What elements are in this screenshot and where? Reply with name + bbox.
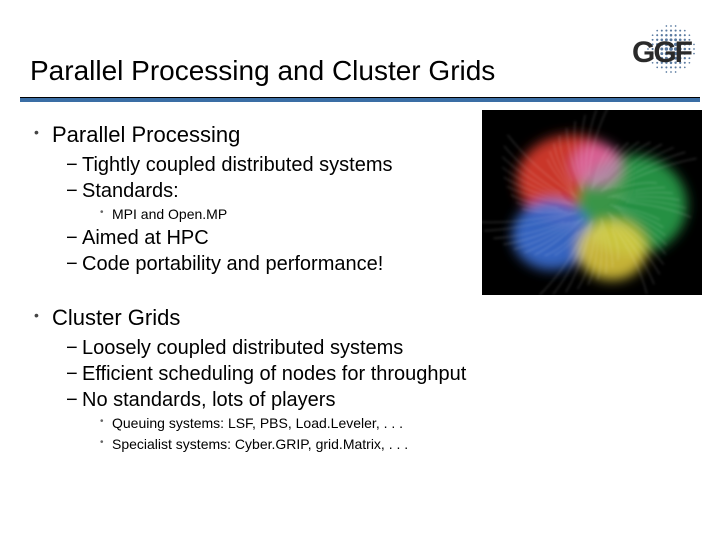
bullet-cluster-grids: Cluster Grids <box>30 305 690 331</box>
bullet-text: Cluster Grids <box>52 305 180 330</box>
sub-sub-bullet-text: MPI and Open.MP <box>112 206 227 222</box>
sub-bullet-text: Loosely coupled distributed systems <box>82 337 403 359</box>
sub-bullet: Standards: <box>30 178 690 204</box>
bullet-text: Parallel Processing <box>52 122 240 147</box>
sub-bullet-text: Code portability and performance! <box>82 253 383 275</box>
sub-bullet-text: No standards, lots of players <box>82 389 335 411</box>
sub-bullet: Loosely coupled distributed systems <box>30 335 690 361</box>
ggf-logo: GGF <box>630 20 700 80</box>
sub-bullet-text: Standards: <box>82 180 179 202</box>
sub-bullet-text: Tightly coupled distributed systems <box>82 154 393 176</box>
sub-bullet: Efficient scheduling of nodes for throug… <box>30 361 690 387</box>
sub-bullet: Aimed at HPC <box>30 225 690 251</box>
slide-content: Parallel Processing Tightly coupled dist… <box>0 102 720 455</box>
sub-bullet: No standards, lots of players <box>30 387 690 413</box>
sub-sub-bullet: Queuing systems: LSF, PBS, Load.Leveler,… <box>30 413 690 434</box>
sub-bullet-text: Aimed at HPC <box>82 227 209 249</box>
sub-sub-bullet: MPI and Open.MP <box>30 204 690 225</box>
sub-bullet: Code portability and performance! <box>30 251 690 277</box>
sub-bullet: Tightly coupled distributed systems <box>30 152 690 178</box>
svg-text:GGF: GGF <box>632 36 693 69</box>
sub-sub-bullet-text: Specialist systems: Cyber.GRIP, grid.Mat… <box>112 436 408 452</box>
sub-sub-bullet-text: Queuing systems: LSF, PBS, Load.Leveler,… <box>112 415 403 431</box>
slide-title: Parallel Processing and Cluster Grids <box>0 0 720 97</box>
sub-bullet-text: Efficient scheduling of nodes for throug… <box>82 363 466 385</box>
sub-sub-bullet: Specialist systems: Cyber.GRIP, grid.Mat… <box>30 434 690 455</box>
bullet-parallel-processing: Parallel Processing <box>30 122 690 148</box>
